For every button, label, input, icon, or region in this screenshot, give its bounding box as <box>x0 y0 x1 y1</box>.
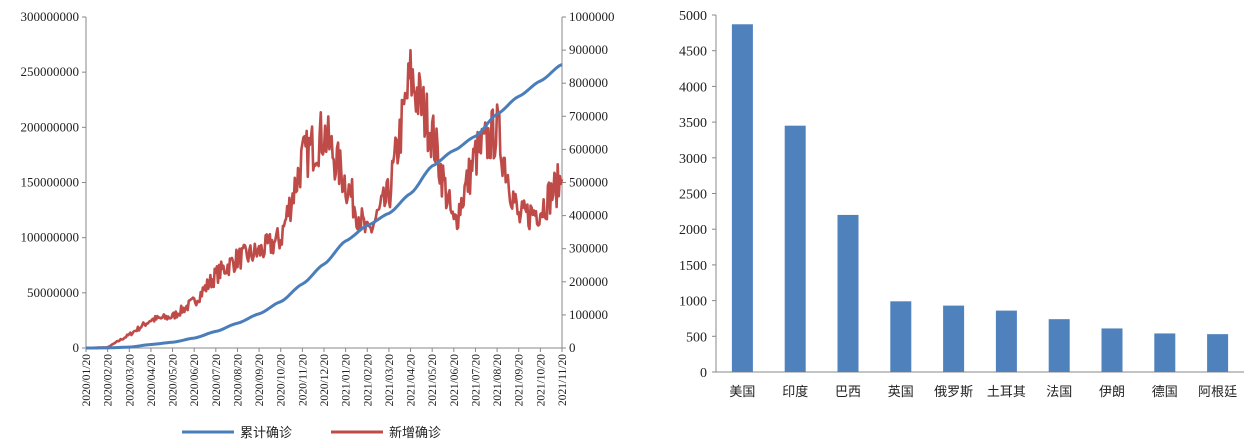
bar <box>1207 334 1229 372</box>
left-y-tick-label: 0 <box>73 340 80 355</box>
left-y-tick-label: 150000000 <box>21 175 80 190</box>
x-tick-label: 2021/01/20 <box>341 354 353 407</box>
bar-category-label: 巴西 <box>835 385 861 400</box>
left-y-tick-label: 50000000 <box>27 285 79 300</box>
left-y-tick-label: 300000000 <box>21 9 80 24</box>
bar <box>1048 319 1070 372</box>
bar-y-tick-label: 3000 <box>679 152 707 167</box>
bar-y-tick-label: 4500 <box>679 45 707 60</box>
x-tick-label: 2021/06/20 <box>449 354 461 407</box>
right-y-tick-label: 0 <box>569 340 576 355</box>
right-y-tick-label: 1000000 <box>569 9 615 24</box>
x-tick-label: 2020/05/20 <box>168 354 180 407</box>
legend-label-cumulative: 累计确诊 <box>240 426 292 441</box>
x-tick-label: 2020/11/20 <box>297 354 309 406</box>
bar-category-label: 阿根廷 <box>1198 385 1237 400</box>
x-tick-label: 2020/08/20 <box>232 354 244 407</box>
right-y-tick-label: 200000 <box>569 274 608 289</box>
x-tick-label: 2020/02/20 <box>103 354 115 407</box>
bar-category-label: 俄罗斯 <box>934 385 973 400</box>
x-tick-label: 2020/12/20 <box>319 354 331 407</box>
x-tick-label: 2020/09/20 <box>254 354 266 407</box>
bar-category-label: 土耳其 <box>987 385 1026 400</box>
x-tick-label: 2021/04/20 <box>406 354 418 407</box>
bar-y-tick-label: 5000 <box>679 9 707 24</box>
bar-y-tick-label: 0 <box>700 366 707 381</box>
x-tick-label: 2020/04/20 <box>146 354 158 407</box>
x-tick-label: 2020/10/20 <box>276 354 288 407</box>
right-y-tick-label: 900000 <box>569 42 608 57</box>
bar <box>1154 333 1176 372</box>
bar <box>784 125 806 372</box>
bar-category-label: 伊朗 <box>1099 385 1125 400</box>
x-tick-label: 2021/11/20 <box>557 354 569 406</box>
bar-y-tick-label: 1500 <box>679 259 707 274</box>
x-tick-label: 2021/03/20 <box>384 354 396 407</box>
bar-y-tick-label: 2500 <box>679 188 707 203</box>
bar-y-tick-label: 500 <box>686 330 707 345</box>
left-y-tick-label: 200000000 <box>21 119 80 134</box>
right-y-tick-label: 500000 <box>569 175 608 190</box>
bar-category-label: 英国 <box>888 385 914 400</box>
bar-category-label: 美国 <box>729 385 755 400</box>
x-tick-label: 2021/05/20 <box>427 354 439 407</box>
bar <box>837 214 859 372</box>
bar <box>995 310 1017 372</box>
right-y-tick-label: 800000 <box>569 75 608 90</box>
x-tick-label: 2020/01/20 <box>81 354 93 407</box>
right-y-tick-label: 300000 <box>569 241 608 256</box>
x-tick-label: 2021/02/20 <box>362 354 374 407</box>
left-y-tick-label: 250000000 <box>21 64 80 79</box>
bar <box>1101 328 1123 372</box>
bar-y-tick-label: 4000 <box>679 80 707 95</box>
x-tick-label: 2020/03/20 <box>124 354 136 407</box>
x-tick-label: 2020/07/20 <box>211 354 223 407</box>
x-tick-label: 2021/10/20 <box>535 354 547 407</box>
right-y-tick-label: 700000 <box>569 108 608 123</box>
bar-category-label: 印度 <box>782 384 808 400</box>
left-y-tick-label: 100000000 <box>21 230 80 245</box>
bar <box>731 24 753 372</box>
bar-y-tick-label: 3500 <box>679 116 707 131</box>
bar-category-label: 法国 <box>1046 385 1072 400</box>
legend-label-daily-new: 新增确诊 <box>389 425 441 441</box>
series-line-daily-new <box>85 48 564 350</box>
bar-y-tick-label: 2000 <box>679 223 707 238</box>
x-tick-label: 2021/07/20 <box>470 354 482 407</box>
bar-y-tick-label: 1000 <box>679 295 707 310</box>
right-y-tick-label: 400000 <box>569 208 608 223</box>
series-line-cumulative <box>86 63 563 350</box>
right-y-tick-label: 600000 <box>569 141 608 156</box>
x-tick-label: 2020/06/20 <box>189 354 201 407</box>
right-y-tick-label: 100000 <box>569 307 608 322</box>
bar <box>943 305 965 372</box>
bar <box>890 301 912 372</box>
x-tick-label: 2021/08/20 <box>492 354 504 407</box>
bar-category-label: 德国 <box>1152 385 1178 400</box>
x-tick-label: 2021/09/20 <box>514 354 526 407</box>
